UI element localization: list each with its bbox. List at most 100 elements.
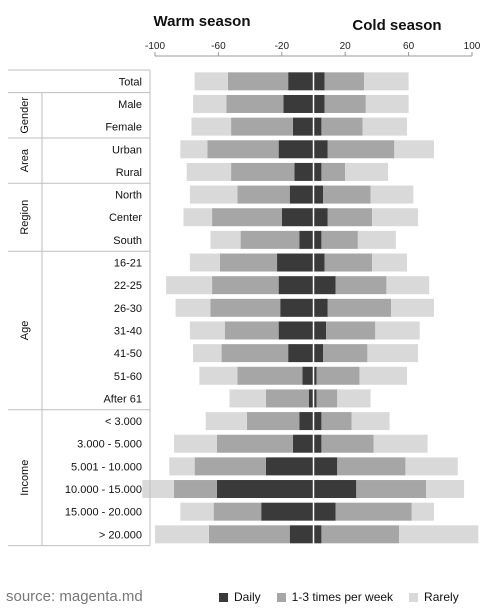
category-label: > 20.000	[99, 529, 142, 541]
bar-cold-weekly	[356, 480, 427, 499]
bar-cold-weekly	[321, 162, 346, 181]
bar-cold-daily	[313, 412, 322, 431]
bar-warm-daily	[308, 389, 314, 408]
bar-warm-weekly	[227, 72, 289, 91]
bar-cold-weekly	[316, 389, 338, 408]
bar-cold-weekly	[316, 366, 360, 385]
bar-warm-weekly	[221, 344, 289, 363]
bar-warm-rarely	[186, 162, 232, 181]
bar-warm-daily	[278, 276, 314, 295]
bar-cold-daily	[313, 276, 336, 295]
legend-swatch-weekly	[276, 592, 286, 602]
bar-cold-rarely	[399, 525, 479, 544]
bar-warm-daily	[289, 525, 314, 544]
bar-cold-rarely	[411, 502, 434, 521]
bar-cold-rarely	[359, 366, 408, 385]
bar-cold-weekly	[323, 185, 371, 204]
bar-warm-daily	[299, 230, 314, 249]
bar-warm-rarely	[155, 525, 209, 544]
bar-cold-rarely	[372, 253, 408, 272]
category-label: 3.000 - 5.000	[77, 439, 142, 451]
bar-cold-weekly	[321, 117, 363, 136]
bar-cold-daily	[313, 502, 336, 521]
group-label: Gender	[19, 97, 31, 134]
bar-cold-daily	[313, 253, 325, 272]
bar-warm-rarely	[189, 185, 238, 204]
category-label: 5.001 - 10.000	[71, 461, 142, 473]
bar-cold-rarely	[386, 276, 430, 295]
bar-cold-rarely	[362, 117, 408, 136]
category-label: South	[113, 235, 142, 247]
bar-cold-daily	[313, 117, 322, 136]
bar-cold-rarely	[351, 412, 390, 431]
category-label: 31-40	[114, 325, 142, 337]
bar-cold-rarely	[391, 298, 434, 317]
bar-warm-daily	[292, 117, 314, 136]
category-label: Female	[105, 122, 142, 134]
legend-swatch-daily	[219, 592, 228, 602]
bar-warm-weekly	[224, 321, 279, 340]
category-label: < 3.000	[105, 416, 142, 428]
bar-warm-rarely	[193, 344, 222, 363]
category-label: Male	[118, 99, 142, 111]
bar-warm-rarely	[174, 434, 217, 453]
bar-warm-rarely	[199, 366, 238, 385]
bar-warm-daily	[265, 457, 314, 476]
bar-cold-weekly	[321, 230, 358, 249]
bar-warm-weekly	[237, 366, 303, 385]
bar-warm-weekly	[231, 117, 293, 136]
bar-cold-weekly	[337, 457, 406, 476]
legend-swatch-rarely	[409, 592, 419, 602]
cold-season-title: Cold season	[352, 17, 441, 34]
bar-warm-weekly	[212, 276, 279, 295]
bar-warm-daily	[277, 253, 314, 272]
legend: Daily 1-3 times per week Rarely	[219, 590, 459, 604]
category-label: Urban	[112, 144, 142, 156]
legend-item-rarely: Rarely	[409, 590, 459, 604]
bar-warm-daily	[288, 72, 314, 91]
bar-warm-weekly	[240, 230, 300, 249]
bar-warm-rarely	[166, 276, 213, 295]
bar-cold-weekly	[321, 434, 374, 453]
bar-warm-daily	[216, 480, 314, 499]
axis-tick-label: 100	[464, 41, 481, 52]
bar-cold-weekly	[335, 502, 412, 521]
bar-cold-weekly	[327, 140, 395, 159]
bar-warm-rarely	[175, 298, 211, 317]
group-labels: Gender Area Region Age Income	[8, 69, 151, 547]
bar-warm-daily	[288, 344, 314, 363]
bars	[142, 70, 479, 546]
category-label: 10.000 - 15.000	[65, 484, 142, 496]
bar-warm-rarely	[193, 94, 227, 113]
category-label: Total	[119, 76, 142, 88]
bar-cold-daily	[313, 72, 325, 91]
bar-cold-rarely	[405, 457, 458, 476]
bar-warm-daily	[294, 162, 314, 181]
axis-tick-label: 20	[340, 41, 352, 52]
bar-warm-rarely	[183, 208, 213, 227]
category-label: North	[115, 190, 142, 202]
bar-warm-weekly	[174, 480, 217, 499]
bar-cold-daily	[313, 162, 322, 181]
bar-warm-daily	[292, 434, 314, 453]
bar-cold-daily	[313, 366, 317, 385]
bar-warm-rarely	[229, 389, 266, 408]
bar-cold-daily	[313, 140, 328, 159]
category-label: 15.000 - 20.000	[65, 507, 142, 519]
bar-cold-weekly	[326, 321, 376, 340]
bar-warm-weekly	[216, 434, 293, 453]
bar-cold-daily	[313, 434, 322, 453]
bar-cold-daily	[313, 321, 327, 340]
bar-warm-rarely	[180, 502, 214, 521]
legend-label-weekly: 1-3 times per week	[291, 590, 394, 604]
bar-cold-rarely	[373, 434, 428, 453]
category-label: 16-21	[114, 258, 142, 270]
bar-warm-rarely	[191, 117, 232, 136]
bar-cold-daily	[313, 457, 338, 476]
bar-cold-weekly	[321, 412, 352, 431]
category-label: 41-50	[114, 348, 142, 360]
category-labels: Total Male Female Urban Rural North Center Sout…	[65, 76, 142, 541]
bar-cold-rarely	[375, 321, 420, 340]
bar-warm-daily	[289, 185, 314, 204]
bar-cold-rarely	[357, 230, 396, 249]
